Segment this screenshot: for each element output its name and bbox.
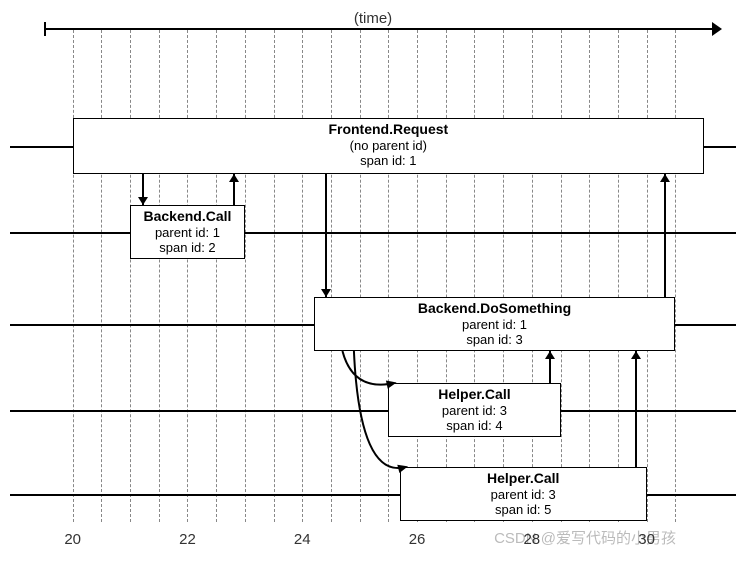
curved-arrow bbox=[10, 10, 734, 552]
x-tick-label: 20 bbox=[64, 531, 81, 548]
trace-timeline-diagram: (time) CSDN @爱写代码的小男孩 Frontend.Request(n… bbox=[10, 10, 736, 558]
x-tick-label: 24 bbox=[294, 531, 311, 548]
x-tick-label: 28 bbox=[523, 531, 540, 548]
x-tick-label: 30 bbox=[638, 531, 655, 548]
x-tick-label: 22 bbox=[179, 531, 196, 548]
x-tick-label: 26 bbox=[409, 531, 426, 548]
